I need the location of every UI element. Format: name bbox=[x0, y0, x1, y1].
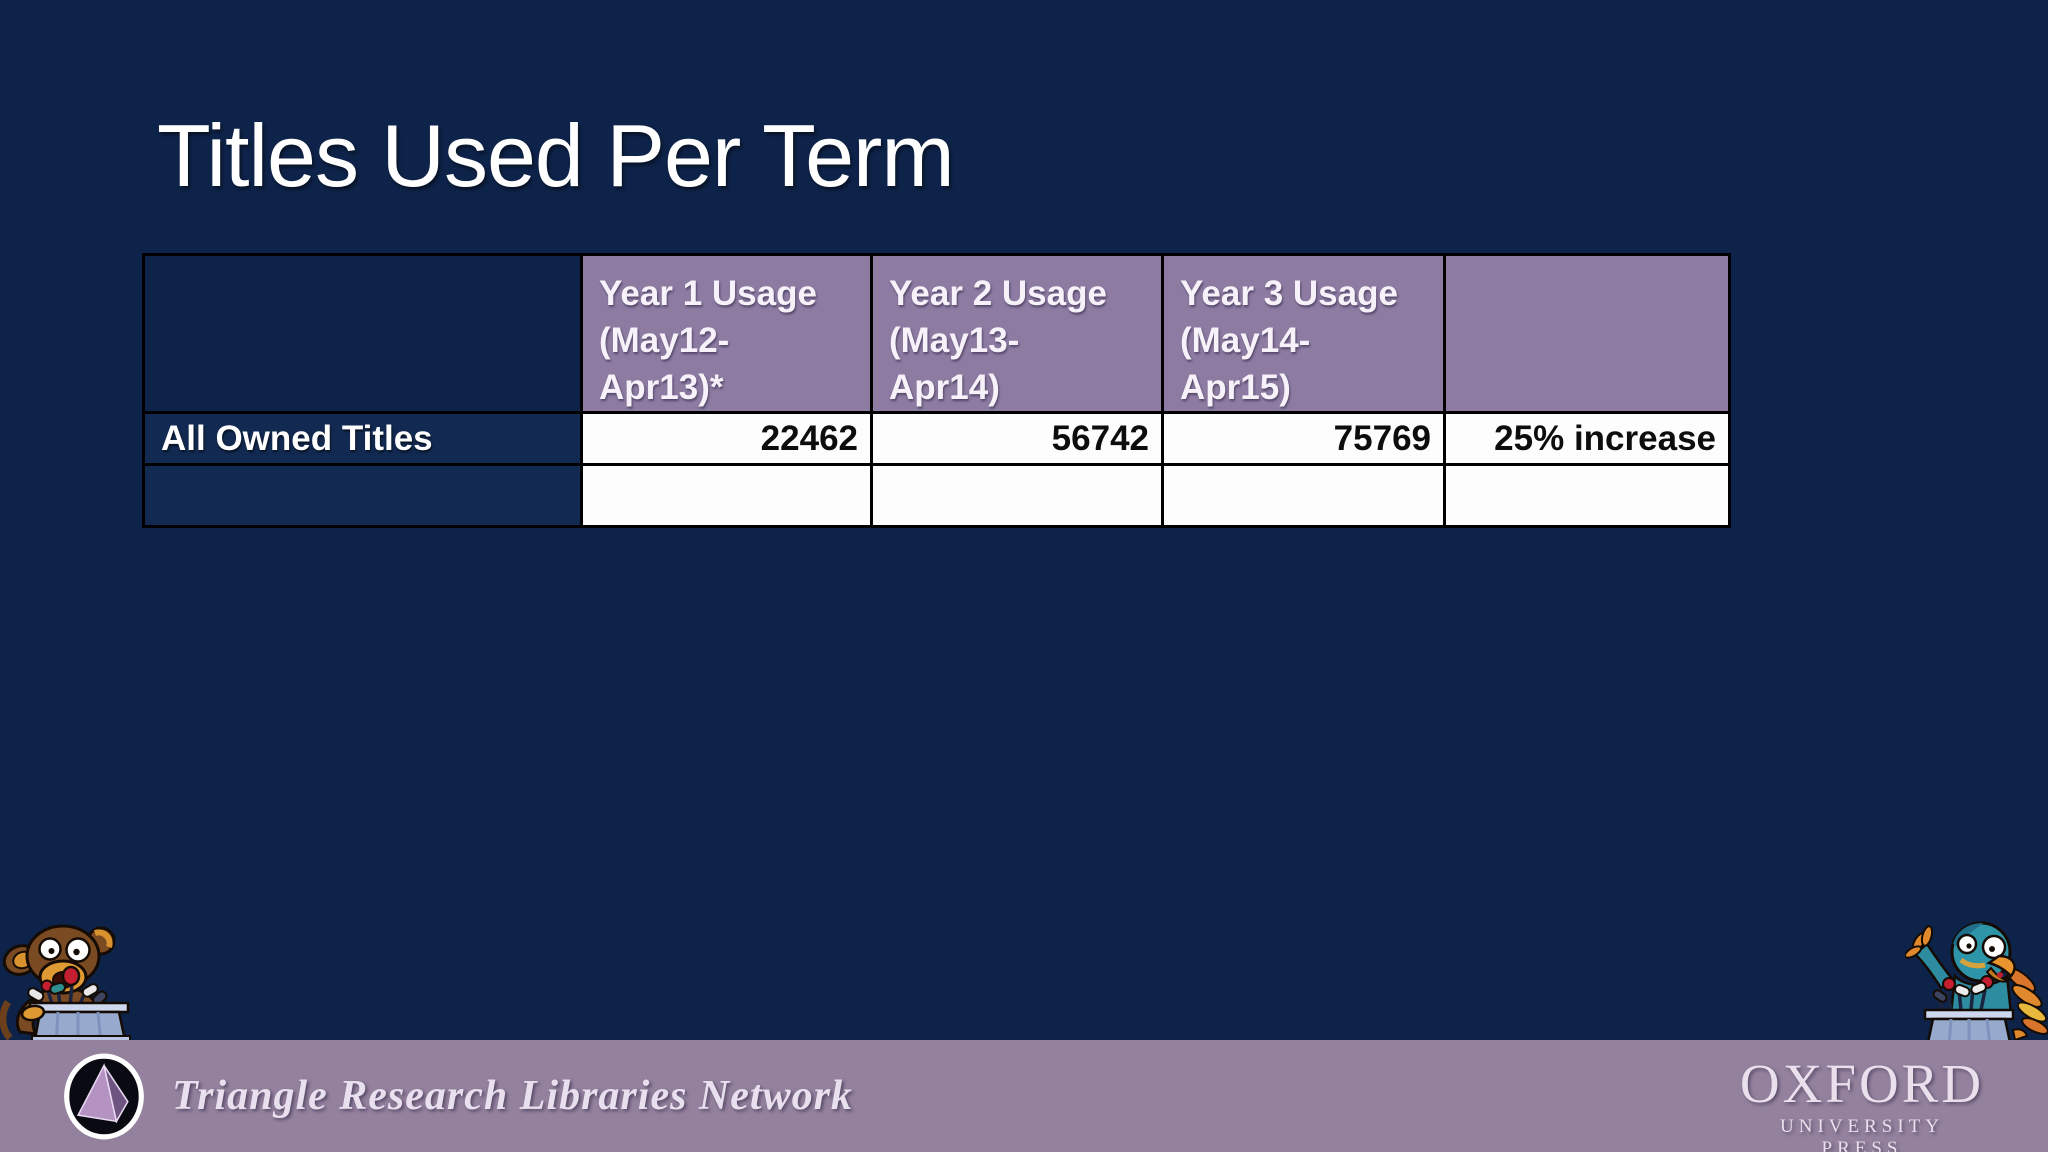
cell-year2-value: 56742 bbox=[870, 411, 1164, 466]
table-header-row: Year 1 Usage (May12- Apr13)* Year 2 Usag… bbox=[142, 253, 1731, 414]
row-label-all-owned-titles: All Owned Titles bbox=[142, 411, 583, 466]
row-label-empty bbox=[142, 463, 583, 528]
cell-empty bbox=[580, 463, 873, 528]
parrot-mascot-icon bbox=[1905, 921, 2048, 1048]
titles-used-table: Year 1 Usage (May12- Apr13)* Year 2 Usag… bbox=[142, 253, 1731, 528]
table-corner-blank bbox=[142, 253, 583, 414]
table-row: All Owned Titles 22462 56742 75769 25% i… bbox=[142, 411, 1731, 466]
cell-year3-value: 75769 bbox=[1161, 411, 1446, 466]
cell-empty bbox=[1443, 463, 1731, 528]
footer-bar bbox=[0, 1040, 2048, 1152]
table-header-empty bbox=[1443, 253, 1731, 414]
cell-increase-value: 25% increase bbox=[1443, 411, 1731, 466]
table-header-year2: Year 2 Usage (May13- Apr14) bbox=[870, 253, 1164, 414]
table-header-year3: Year 3 Usage (May14- Apr15) bbox=[1161, 253, 1446, 414]
trln-logo-icon bbox=[64, 1053, 144, 1140]
publisher-wordmark: OXFORD UNIVERSITY PRESS bbox=[1737, 1056, 1987, 1152]
publisher-name: OXFORD bbox=[1739, 1053, 1985, 1114]
cell-year1-value: 22462 bbox=[580, 411, 873, 466]
monkey-mascot-icon bbox=[0, 924, 131, 1046]
publisher-subtitle: UNIVERSITY PRESS bbox=[1780, 1116, 1944, 1152]
table-header-year1: Year 1 Usage (May12- Apr13)* bbox=[580, 253, 873, 414]
cell-empty bbox=[1161, 463, 1446, 528]
slide-title: Titles Used Per Term bbox=[157, 106, 955, 205]
cell-empty bbox=[870, 463, 1164, 528]
table-row-empty bbox=[142, 463, 1731, 528]
org-name-text: Triangle Research Libraries Network bbox=[172, 1073, 853, 1119]
